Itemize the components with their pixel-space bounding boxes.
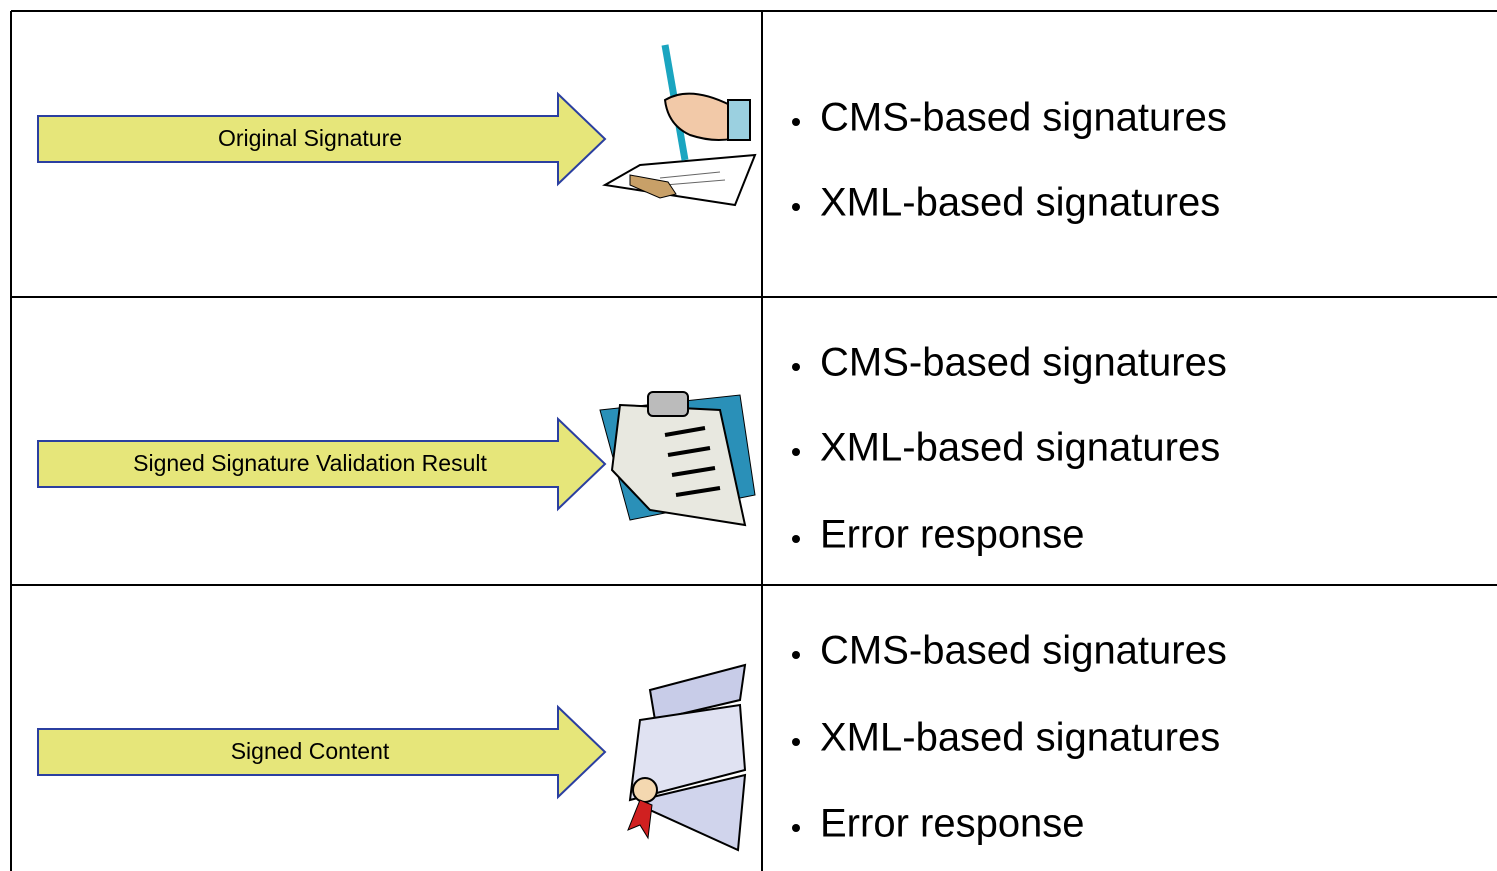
list-item: XML-based signatures — [820, 426, 1220, 470]
table-grid — [10, 10, 1497, 871]
bullet — [792, 651, 800, 659]
list-item: XML-based signatures — [820, 181, 1220, 225]
bullet — [792, 824, 800, 832]
list-item: CMS-based signatures — [820, 96, 1227, 140]
bullet — [792, 203, 800, 211]
arrow-label: Signed Signature Validation Result — [133, 450, 487, 476]
certificate-icon — [627, 663, 747, 852]
bullet — [792, 363, 800, 371]
list-item: CMS-based signatures — [820, 341, 1227, 385]
arrow-label: Original Signature — [218, 125, 402, 151]
bullet — [792, 448, 800, 456]
arrow-label: Signed Content — [231, 738, 390, 764]
bullet — [792, 535, 800, 543]
arrow — [37, 704, 607, 800]
list-item: Error response — [820, 513, 1085, 557]
signature-icon — [602, 44, 757, 207]
arrow — [37, 416, 607, 512]
clipboard-icon — [599, 391, 756, 527]
list-item: Error response — [820, 802, 1085, 846]
list-item: XML-based signatures — [820, 716, 1220, 760]
arrow — [37, 91, 607, 187]
list-item: CMS-based signatures — [820, 629, 1227, 673]
bullet — [792, 118, 800, 126]
bullet — [792, 738, 800, 746]
